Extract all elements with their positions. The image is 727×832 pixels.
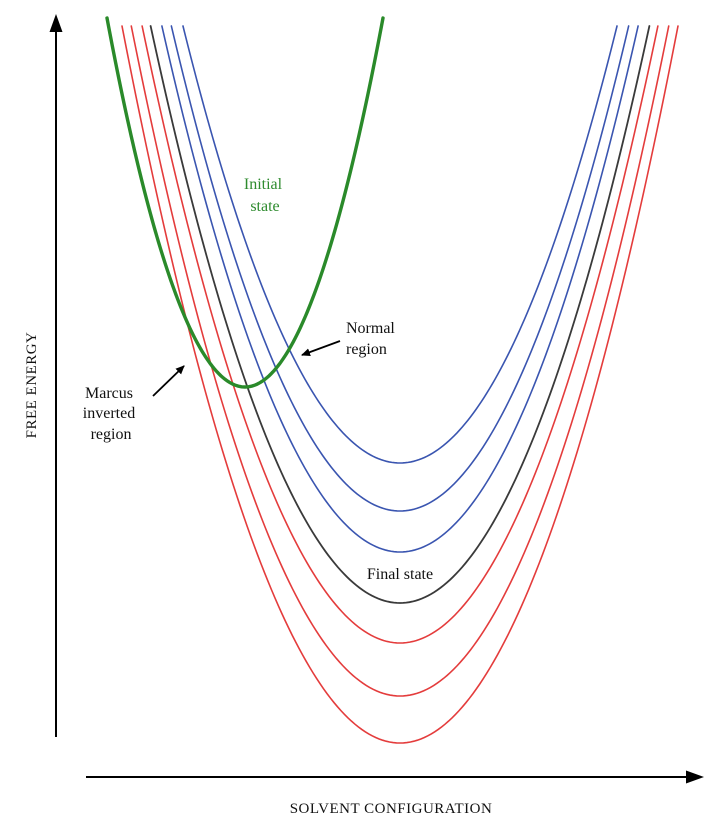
final-curve-red-3 — [121, 25, 679, 744]
parabola-curves — [105, 16, 679, 744]
final-curve-blue-1 — [182, 25, 618, 464]
initial-state-label: Initial state — [244, 176, 286, 215]
initial-state-curve — [105, 16, 385, 389]
inverted-region-label-line-1: Marcus — [85, 385, 133, 402]
x-axis-arrowhead — [686, 770, 704, 784]
final-state-label: Final state — [367, 566, 433, 583]
normal-region-label-line-1: Normal — [346, 320, 395, 337]
inverted-region-arrow — [152, 365, 185, 397]
inverted-region-label: Marcus inverted region — [83, 385, 139, 443]
final-curve-blue-2 — [170, 25, 630, 512]
inverted-region-label-line-3: region — [91, 426, 132, 443]
y-axis-arrowhead — [49, 14, 63, 32]
initial-state-label-line-1: Initial — [244, 176, 283, 193]
inverted-region-label-line-2: inverted — [83, 405, 135, 422]
y-axis-label: FREE ENERGY — [24, 332, 40, 439]
initial-state-label-line-2: state — [250, 198, 279, 215]
final-state-curve — [149, 25, 651, 604]
x-axis-label: SOLVENT CONFIGURATION — [290, 801, 493, 817]
final-curve-red-2 — [130, 25, 670, 697]
normal-region-label: Normal region — [346, 320, 399, 358]
normal-region-label-line-2: region — [346, 341, 387, 358]
final-curve-blue-3 — [161, 25, 639, 553]
final-curve-red-1 — [141, 25, 659, 644]
normal-region-arrow — [301, 340, 341, 356]
